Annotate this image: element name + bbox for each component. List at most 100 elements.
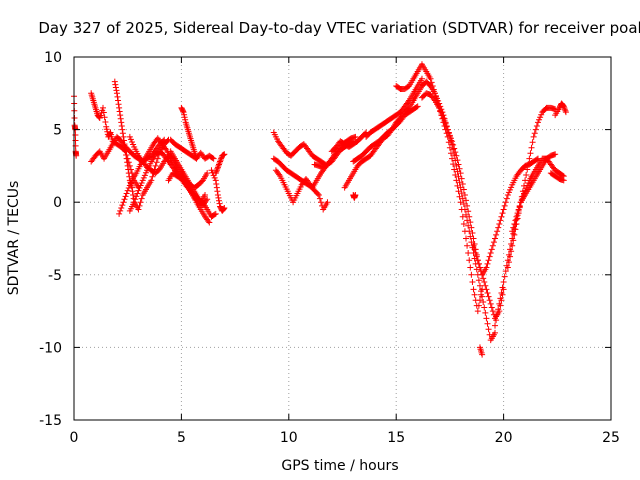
data-point-marker	[456, 179, 463, 186]
x-tick-label: 0	[70, 430, 79, 446]
data-point-marker	[132, 196, 139, 203]
data-point-marker	[436, 104, 443, 111]
data-point-marker	[473, 253, 480, 260]
data-point-marker	[221, 151, 228, 158]
data-point-marker	[440, 114, 447, 121]
data-point-marker	[214, 191, 221, 198]
data-point-marker	[118, 205, 125, 212]
data-point-marker	[106, 130, 113, 137]
data-point-marker	[562, 107, 569, 114]
data-point-marker	[127, 136, 134, 143]
series-arc-27	[470, 155, 541, 278]
data-point-marker	[458, 190, 465, 197]
data-point-marker	[212, 170, 219, 177]
data-point-marker	[102, 118, 109, 125]
data-point-marker	[451, 166, 458, 173]
y-tick-label: 5	[53, 123, 62, 139]
data-point-marker	[496, 220, 503, 227]
y-tick-label: 0	[53, 195, 62, 211]
data-point-marker	[484, 289, 491, 296]
data-point-marker	[123, 190, 130, 197]
data-point-marker	[470, 235, 477, 242]
data-point-marker	[452, 171, 459, 178]
data-point-marker	[459, 213, 466, 220]
data-point-marker	[510, 224, 517, 231]
data-point-marker	[468, 271, 475, 278]
plot-frame	[73, 56, 612, 421]
data-point-marker	[455, 188, 462, 195]
data-point-marker	[210, 155, 217, 162]
data-point-marker	[474, 308, 481, 315]
data-point-marker	[508, 184, 515, 191]
data-point-marker	[137, 182, 144, 189]
data-point-marker	[512, 217, 519, 224]
data-point-marker	[501, 273, 508, 280]
data-point-marker	[427, 75, 434, 82]
data-point-marker	[497, 217, 504, 224]
data-point-marker	[472, 250, 479, 257]
series-arc-21	[350, 191, 359, 201]
data-point-marker	[193, 155, 200, 162]
data-point-marker	[138, 179, 145, 186]
data-point-marker	[560, 177, 567, 184]
data-point-marker	[449, 138, 456, 145]
data-point-marker	[119, 126, 126, 133]
data-point-marker	[495, 306, 502, 313]
data-point-marker	[468, 239, 475, 246]
data-point-marker	[443, 123, 450, 130]
data-point-marker	[496, 300, 503, 307]
data-point-marker	[521, 182, 528, 189]
data-point-marker	[499, 210, 506, 217]
data-point-marker	[115, 101, 122, 108]
data-point-marker	[208, 167, 215, 174]
data-point-marker	[446, 132, 453, 139]
data-point-marker	[212, 210, 219, 217]
data-point-marker	[561, 104, 568, 111]
data-point-marker	[525, 161, 532, 168]
data-point-marker	[117, 207, 124, 214]
data-point-marker	[470, 242, 477, 249]
data-point-marker	[456, 193, 463, 200]
data-point-marker	[498, 213, 505, 220]
data-point-marker	[469, 230, 476, 237]
data-point-marker	[215, 194, 222, 201]
data-point-marker	[181, 114, 188, 121]
data-point-marker	[464, 202, 471, 209]
data-point-marker	[485, 293, 492, 300]
data-point-marker	[450, 161, 457, 168]
data-point-marker	[459, 195, 466, 202]
data-point-marker	[118, 119, 125, 126]
data-point-marker	[484, 320, 491, 327]
data-point-marker	[318, 199, 325, 206]
data-point-marker	[450, 141, 457, 148]
data-point-marker	[482, 282, 489, 289]
data-point-marker	[490, 239, 497, 246]
data-point-marker	[485, 257, 492, 264]
data-point-marker	[504, 191, 511, 198]
data-point-marker	[478, 288, 485, 295]
data-point-marker	[116, 108, 123, 115]
data-point-marker	[460, 201, 467, 208]
data-point-marker	[536, 116, 543, 123]
data-point-marker	[117, 115, 124, 122]
data-point-marker	[205, 218, 212, 225]
data-point-marker	[466, 228, 473, 235]
y-axis-label: SDTVAR / TECUs	[6, 181, 22, 296]
data-point-marker	[489, 308, 496, 315]
data-point-marker	[220, 206, 227, 213]
data-point-marker	[476, 264, 483, 271]
data-point-marker	[461, 206, 468, 213]
data-point-marker	[136, 185, 143, 192]
data-point-marker	[531, 130, 538, 137]
data-point-marker	[532, 126, 539, 133]
data-point-marker	[113, 87, 120, 94]
data-point-marker	[484, 260, 491, 267]
data-point-marker	[533, 156, 540, 163]
data-point-marker	[497, 295, 504, 302]
data-point-marker	[510, 237, 517, 244]
data-point-marker	[218, 155, 225, 162]
data-point-marker	[463, 235, 470, 242]
data-point-marker	[552, 151, 559, 158]
data-point-marker	[473, 266, 480, 273]
